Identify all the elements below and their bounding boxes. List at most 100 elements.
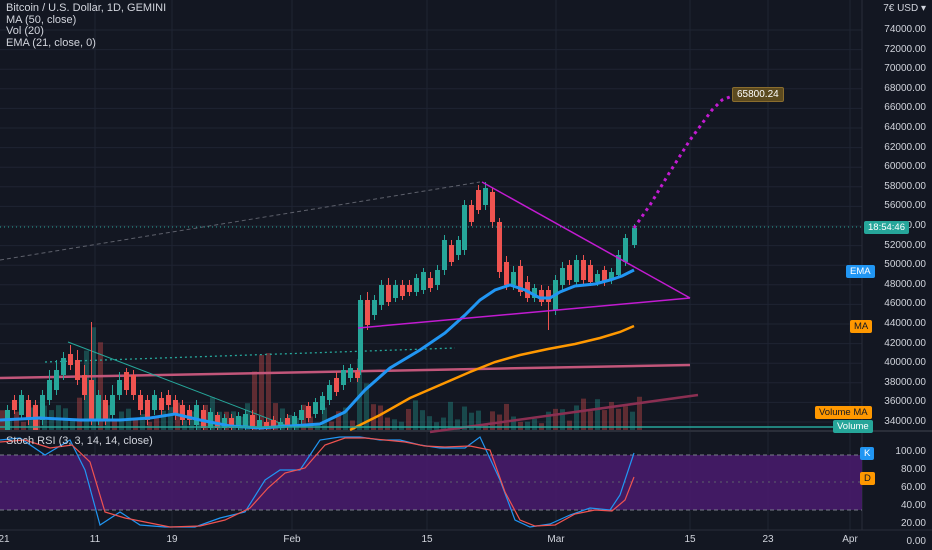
candle-body [180, 405, 185, 420]
stoch-rsi-legend[interactable]: Stoch RSI (3, 3, 14, 14, close) [6, 435, 153, 447]
candle-body [546, 290, 551, 302]
chart-legend: Bitcoin / U.S. Dollar, 1D, GEMINI MA (50… [6, 2, 167, 49]
candle-body [476, 190, 481, 210]
volume-bar [112, 419, 117, 430]
triangle-pattern [357, 181, 691, 329]
volume-bar [490, 411, 495, 430]
candle-body [483, 188, 488, 205]
volume-bar [385, 417, 390, 430]
volume-bar [434, 422, 439, 430]
volume-bar [266, 353, 271, 430]
candle-body [609, 272, 614, 280]
candle-body [532, 288, 537, 298]
candle-body [152, 395, 157, 410]
candle-body [264, 422, 269, 428]
volume-bar [413, 400, 418, 430]
volume-bar [392, 419, 397, 430]
countdown-tag: 18:54:46 [864, 221, 909, 234]
candle-body [82, 375, 87, 395]
candle-body [435, 270, 440, 285]
volume-bar [504, 403, 509, 430]
candle-body [124, 372, 129, 390]
volume-bar [329, 421, 334, 430]
currency-selector[interactable]: 7€ USD ▾ [883, 3, 926, 14]
volume-bar [616, 408, 621, 430]
volume-bar [602, 410, 607, 430]
volume-bar [140, 414, 145, 430]
candle-body [539, 290, 544, 302]
candle-body [54, 370, 59, 390]
volume-bar [637, 396, 642, 430]
rsi-tick-label: 40.00 [900, 500, 926, 511]
time-tick-label: 21 [0, 534, 10, 545]
candle-body [47, 380, 52, 400]
candle-body [490, 192, 495, 222]
candle-body [61, 358, 66, 375]
candle-body [379, 285, 384, 305]
candle-body [616, 255, 621, 275]
candle-body [393, 285, 398, 298]
green-dotted-line [44, 347, 456, 363]
candle-body [250, 415, 255, 426]
ma-tag: MA [850, 320, 873, 333]
volume-bar [525, 421, 530, 430]
volume-bar [350, 420, 355, 430]
candle-body [469, 205, 474, 222]
rsi-tick-label: 0.00 [906, 536, 926, 547]
candle-body [19, 395, 24, 415]
volume-bar [532, 418, 537, 430]
candle-body [574, 260, 579, 282]
volume-bar [511, 416, 516, 430]
candle-body [386, 285, 391, 302]
volume-bar [378, 405, 383, 430]
time-tick-label: Mar [547, 534, 565, 545]
projection-path [632, 91, 741, 229]
rsi-tick-label: 60.00 [900, 482, 926, 493]
candle-body [306, 406, 311, 418]
volume-ma-trendline [429, 393, 699, 434]
price-tick-label: 48000.00 [884, 278, 926, 290]
candle-body [187, 410, 192, 420]
ma-indicator-label[interactable]: MA (50, close) [6, 13, 77, 26]
volume-bar [588, 411, 593, 430]
rsi-d-tag: D [860, 472, 875, 485]
price-tick-label: 38000.00 [884, 376, 926, 388]
symbol-title[interactable]: Bitcoin / U.S. Dollar, 1D, GEMINI [6, 2, 167, 14]
time-tick-label: Apr [842, 534, 858, 545]
volume-bar [273, 403, 278, 430]
candle-body [442, 240, 447, 270]
candle-body [355, 372, 360, 378]
volume-bar [168, 407, 173, 430]
candle-body [358, 300, 363, 370]
price-tick-label: 74000.00 [884, 24, 926, 35]
volume-bar [252, 371, 257, 430]
price-tick-label: 46000.00 [884, 298, 926, 310]
price-tick-label: 70000.00 [884, 63, 926, 75]
volume-bar [399, 421, 404, 430]
volume-indicator-label[interactable]: Vol (20) [6, 25, 44, 37]
price-tick-label: 52000.00 [884, 239, 926, 251]
candle-body [117, 380, 122, 395]
price-tick-label: 40000.00 [884, 357, 926, 369]
volume-bar [147, 421, 152, 430]
price-tick-label: 62000.00 [884, 141, 926, 153]
volume-bar [581, 398, 586, 430]
rsi-d-line [0, 437, 635, 528]
time-tick-label: Feb [283, 534, 301, 545]
candle-body [372, 300, 377, 315]
volume-bar [77, 397, 82, 430]
candle-body [110, 395, 115, 415]
price-tick-label: 60000.00 [884, 161, 926, 173]
candle-body [414, 278, 419, 292]
target-price-label[interactable]: 65800.24 [732, 87, 784, 102]
price-tick-label: 68000.00 [884, 82, 926, 94]
candle-body [581, 260, 586, 280]
candle-body [229, 418, 234, 428]
candle-body [320, 396, 325, 410]
candle-body [96, 395, 101, 420]
time-tick-label: 15 [684, 534, 696, 545]
candle-body [68, 354, 73, 365]
volume-bar [98, 342, 103, 430]
ema-indicator-label[interactable]: EMA (21, close, 0) [6, 36, 96, 49]
